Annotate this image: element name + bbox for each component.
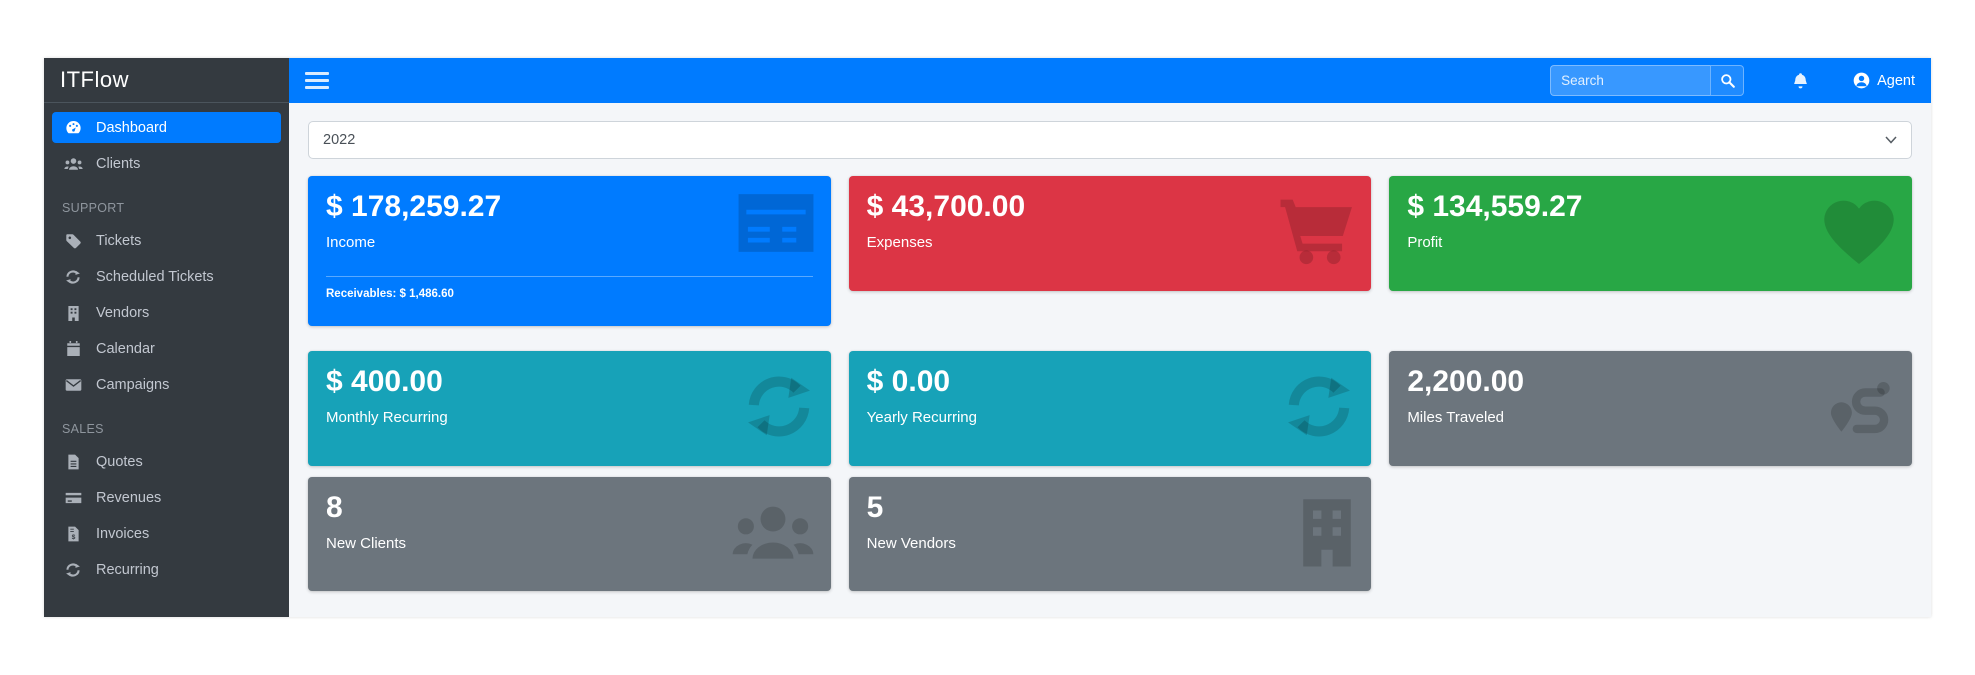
miles-traveled-card[interactable]: 2,200.00 Miles Traveled	[1389, 351, 1912, 466]
route-icon	[1826, 371, 1896, 446]
sidebar-item-label: Revenues	[96, 489, 162, 506]
sync-icon	[62, 562, 84, 578]
sidebar-item-label: Campaigns	[96, 376, 170, 393]
new-vendors-card[interactable]: 5 New Vendors	[848, 477, 1372, 591]
card-value: $ 43,700.00	[866, 190, 1026, 223]
user-menu[interactable]: Agent	[1853, 72, 1915, 89]
monthly-recurring-card[interactable]: $ 400.00 Monthly Recurring	[308, 351, 831, 466]
top-navbar: Agent	[289, 58, 1931, 103]
card-label: Monthly Recurring	[326, 409, 448, 426]
sidebar-item-label: Quotes	[96, 453, 143, 470]
card-footer: Receivables: $ 1,486.60	[326, 276, 813, 313]
card-label: Yearly Recurring	[866, 409, 977, 426]
brand-logo-text: ITFlow	[60, 67, 129, 92]
shopping-cart-icon	[1279, 196, 1355, 271]
sync-icon	[1283, 370, 1355, 447]
navbar-search	[1550, 65, 1745, 96]
calendar-icon	[62, 340, 84, 357]
notifications-bell-icon[interactable]	[1792, 72, 1809, 90]
building-icon	[1299, 497, 1355, 572]
sidebar: ITFlow Dashboard Clients SUPPORT T	[44, 58, 289, 617]
card-value: $ 134,559.27	[1407, 190, 1583, 223]
chevron-down-icon	[1885, 136, 1897, 144]
sidebar-item-quotes[interactable]: Quotes	[52, 446, 281, 477]
card-value: $ 0.00	[866, 365, 951, 398]
card-label: New Clients	[326, 535, 407, 552]
year-select[interactable]: 2022	[308, 121, 1912, 159]
new-clients-card[interactable]: 8 New Clients	[308, 477, 831, 591]
dashboard-content: 2022 $ 178,259.27 Income Rece	[289, 103, 1931, 617]
income-card[interactable]: $ 178,259.27 Income Receivables: $ 1,486…	[308, 176, 831, 326]
file-invoice-dollar-icon: $	[62, 526, 84, 542]
user-menu-label: Agent	[1877, 72, 1915, 89]
user-circle-icon	[1853, 72, 1870, 89]
sidebar-item-dashboard[interactable]: Dashboard	[52, 112, 281, 143]
sidebar-item-invoices[interactable]: $ Invoices	[52, 518, 281, 549]
credit-card-icon	[62, 490, 84, 506]
heart-icon	[1822, 197, 1896, 270]
expenses-card[interactable]: $ 43,700.00 Expenses	[848, 176, 1372, 291]
card-value: $ 400.00	[326, 365, 443, 398]
sidebar-item-label: Dashboard	[96, 119, 167, 136]
search-button[interactable]	[1710, 65, 1745, 96]
envelope-icon	[62, 377, 84, 393]
sidebar-item-scheduled-tickets[interactable]: Scheduled Tickets	[52, 261, 281, 292]
sidebar-item-vendors[interactable]: Vendors	[52, 297, 281, 328]
sidebar-item-label: Clients	[96, 155, 141, 172]
sidebar-item-tickets[interactable]: Tickets	[52, 225, 281, 256]
users-icon	[731, 499, 815, 570]
sidebar-item-clients[interactable]: Clients	[52, 148, 281, 179]
sidebar-item-campaigns[interactable]: Campaigns	[52, 369, 281, 400]
cards-row-3: 8 New Clients 5 New Vendors	[299, 477, 1921, 591]
card-label: Miles Traveled	[1407, 409, 1505, 426]
sidebar-item-calendar[interactable]: Calendar	[52, 333, 281, 364]
sidebar-item-label: Vendors	[96, 304, 150, 321]
sidebar-item-revenues[interactable]: Revenues	[52, 482, 281, 513]
search-icon	[1720, 73, 1735, 88]
card-value: 5	[866, 491, 884, 524]
gauge-icon	[62, 120, 84, 136]
sync-icon	[743, 370, 815, 447]
sidebar-item-label: Calendar	[96, 340, 155, 357]
tag-icon	[62, 233, 84, 249]
card-label: New Vendors	[866, 535, 956, 552]
cards-row-2: $ 400.00 Monthly Recurring $ 0.00 Yearly…	[299, 351, 1921, 477]
card-label: Expenses	[866, 234, 933, 251]
card-value: 8	[326, 491, 343, 524]
file-lines-icon	[62, 454, 84, 470]
sidebar-item-label: Tickets	[96, 232, 142, 249]
sidebar-item-label: Scheduled Tickets	[96, 268, 214, 285]
money-check-icon	[737, 192, 815, 259]
sync-icon	[62, 269, 84, 285]
sidebar-item-recurring[interactable]: Recurring	[52, 554, 281, 585]
app-window: ITFlow Dashboard Clients SUPPORT T	[44, 58, 1931, 617]
card-label: Profit	[1407, 234, 1443, 251]
sidebar-nav: Dashboard Clients SUPPORT Tickets Sch	[44, 103, 289, 599]
svg-text:$: $	[71, 533, 75, 540]
sidebar-section-sales: SALES	[62, 422, 104, 436]
sidebar-item-label: Recurring	[96, 561, 159, 578]
building-icon	[62, 305, 84, 321]
sidebar-item-label: Invoices	[96, 525, 150, 542]
sidebar-section-support: SUPPORT	[62, 201, 125, 215]
main-area: Agent 2022 $ 178,259.27	[289, 58, 1931, 617]
cards-row-1: $ 178,259.27 Income Receivables: $ 1,486…	[299, 176, 1921, 351]
year-select-value: 2022	[323, 132, 356, 148]
card-value: $ 178,259.27	[326, 190, 502, 223]
menu-toggle-icon[interactable]	[305, 72, 329, 89]
users-icon	[62, 156, 84, 172]
yearly-recurring-card[interactable]: $ 0.00 Yearly Recurring	[848, 351, 1372, 466]
search-input[interactable]	[1550, 65, 1711, 96]
card-value: 2,200.00	[1407, 365, 1525, 398]
card-label: Income	[326, 234, 376, 251]
profit-card[interactable]: $ 134,559.27 Profit	[1389, 176, 1912, 291]
brand[interactable]: ITFlow	[44, 58, 289, 103]
